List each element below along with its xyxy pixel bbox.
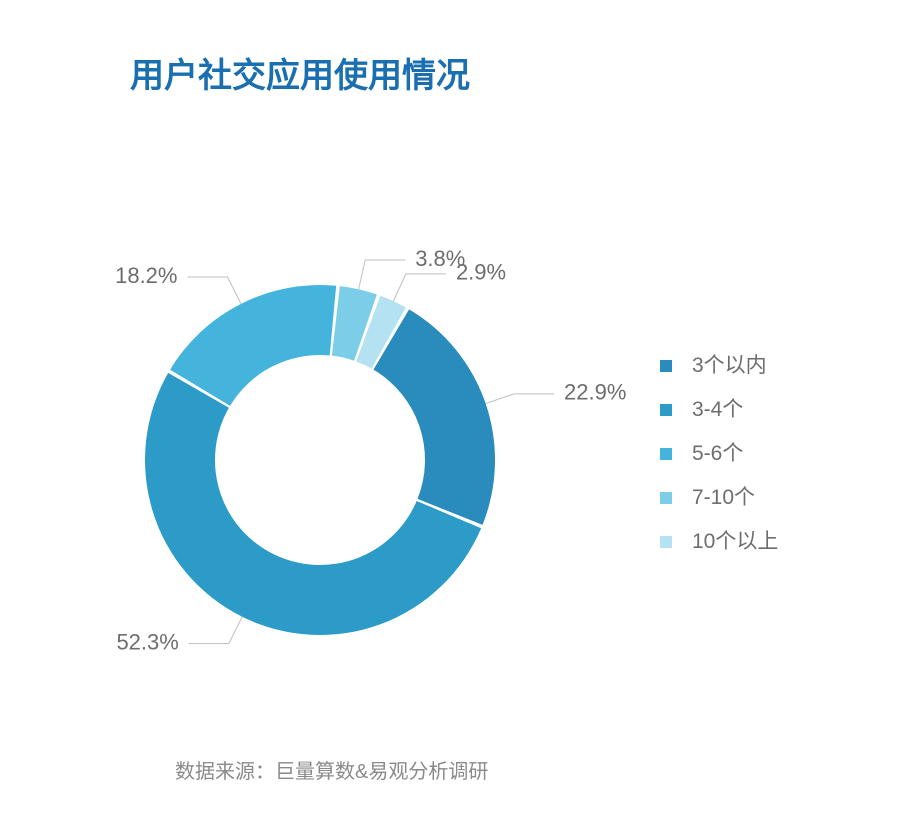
leader-line	[189, 617, 242, 644]
slice-value-label: 22.9%	[564, 380, 626, 405]
legend: 3个以内 3-4个 5-6个 7-10个 10个以上	[660, 360, 778, 548]
legend-label: 3-4个	[692, 404, 743, 416]
slice-value-label: 2.9%	[456, 260, 506, 285]
legend-item: 7-10个	[660, 492, 778, 504]
legend-item: 5-6个	[660, 448, 778, 460]
donut-slice	[170, 285, 336, 406]
legend-swatch	[660, 448, 672, 460]
leader-line	[486, 394, 554, 404]
slice-value-label: 52.3%	[116, 629, 178, 654]
legend-label: 7-10个	[692, 492, 755, 504]
leader-line	[393, 274, 446, 301]
source-text: 数据来源：巨量算数&易观分析调研	[175, 755, 488, 784]
donut-slice	[373, 309, 495, 524]
legend-swatch	[660, 492, 672, 504]
legend-label: 10个以上	[692, 536, 778, 548]
legend-label: 5-6个	[692, 448, 743, 460]
slice-value-label: 18.2%	[115, 263, 177, 288]
legend-swatch	[660, 404, 672, 416]
legend-label: 3个以内	[692, 360, 767, 372]
legend-item: 3个以内	[660, 360, 778, 372]
legend-swatch	[660, 536, 672, 548]
legend-item: 3-4个	[660, 404, 778, 416]
leader-line	[359, 260, 406, 289]
legend-item: 10个以上	[660, 536, 778, 548]
leader-line	[187, 277, 241, 304]
legend-swatch	[660, 360, 672, 372]
